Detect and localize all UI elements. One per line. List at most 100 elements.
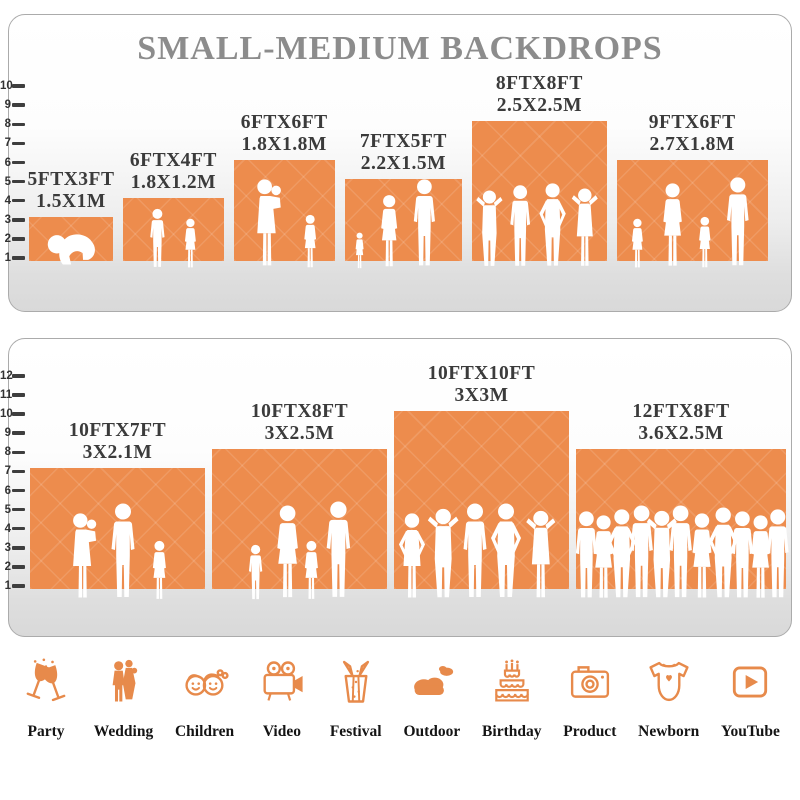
people-silhouette-girl (185, 218, 196, 268)
people-silhouette-child (249, 544, 263, 600)
outdoor-icon (413, 665, 453, 695)
axis-tick-label: 8 (4, 118, 11, 131)
size-m-label: 3X2.5M (264, 423, 335, 445)
youtube-icon (733, 666, 768, 698)
size-m-label: 1.5X1M (36, 190, 106, 212)
axis-tick (12, 179, 25, 184)
product-icon (570, 666, 609, 698)
people-silhouette-child (150, 208, 165, 267)
axis-tick (12, 565, 25, 569)
size-m-label: 3X2.1M (82, 442, 153, 464)
backdrop-size-block (123, 197, 224, 261)
people-silhouette-man (766, 509, 789, 598)
newborn-icon (649, 661, 689, 702)
axis-tick-label: 6 (4, 484, 11, 497)
children-icon (184, 669, 229, 696)
category-festival: Festival (330, 656, 382, 741)
axis-tick-label: 9 (4, 427, 11, 440)
axis-tick-label: 1 (4, 252, 11, 264)
wedding-icon (113, 659, 138, 702)
axis-tick (12, 218, 25, 222)
people-silhouette-woman (381, 195, 398, 267)
size-ft-label: 6FTX4FT (129, 149, 217, 171)
backdrop-size-block (212, 449, 387, 589)
category-label: Festival (329, 723, 382, 740)
size-ft-label: 9FTX6FT (648, 111, 736, 133)
axis-tick (12, 256, 25, 260)
category-label: Birthday (482, 723, 542, 740)
backdrop-size-label: 6FTX4FT 1.8X1.2M (130, 150, 217, 194)
axis-tick-label: 9 (4, 99, 11, 112)
category-label: Product (563, 723, 617, 740)
category-label: Party (27, 723, 65, 740)
people-silhouette-man (326, 501, 350, 597)
axis-tick (12, 546, 25, 550)
axis-tick-label: 4 (4, 522, 11, 535)
backdrop-size-label: 10FTX10FT 3X3M (428, 363, 535, 407)
axis-tick (12, 237, 25, 241)
page-title: SMALL-MEDIUM BACKDROPS (137, 30, 663, 67)
axis-tick (12, 122, 25, 127)
party-icon (24, 657, 68, 702)
axis-tick (12, 374, 25, 378)
axis-tick-label: 2 (4, 560, 11, 573)
people-silhouette-girl (304, 214, 317, 268)
people-silhouette-woman-up (526, 510, 556, 598)
size-ft-label: 12FTX8FT (632, 401, 730, 423)
category-outdoor: Outdoor (403, 656, 460, 741)
axis-tick (12, 526, 25, 531)
category-row: Party Wedding Children Video Festival Outdoor… (20, 656, 780, 741)
size-m-label: 2.7X1.8M (649, 133, 735, 155)
people-silhouette-man-up (476, 190, 503, 266)
axis-tick-label: 3 (4, 213, 11, 226)
axis-tick (12, 488, 25, 493)
size-m-label: 3X3M (454, 385, 509, 407)
axis-tick (12, 141, 25, 146)
people-silhouette-man (413, 179, 436, 266)
axis-tick-label: 1 (4, 580, 11, 592)
category-label: Children (174, 723, 235, 740)
people-silhouette-girl (699, 216, 711, 268)
people-silhouette-woman-up (572, 188, 599, 266)
axis-tick-label: 5 (4, 175, 11, 188)
size-ft-label: 7FTX5FT (359, 130, 447, 152)
category-children: Children (175, 656, 234, 741)
axis-tick-label: 12 (0, 369, 13, 382)
category-label: YouTube (721, 723, 780, 740)
axis-tick-label: 8 (4, 446, 11, 459)
axis-tick-label: 7 (4, 465, 11, 478)
axis-tick-label: 6 (4, 156, 11, 169)
people-silhouette-woman (663, 183, 682, 266)
axis-tick (12, 84, 25, 88)
axis-tick (12, 469, 25, 474)
category-party: Party (20, 656, 72, 741)
axis-tick (12, 198, 25, 203)
axis-tick (12, 393, 25, 397)
category-wedding: Wedding (94, 656, 153, 741)
axis-tick (12, 160, 25, 165)
people-silhouette-man (111, 503, 135, 597)
size-ft-label: 6FTX6FT (240, 111, 328, 133)
backdrop-size-block (344, 178, 463, 261)
backdrop-size-label: 10FTX7FT 3X2.1M (69, 420, 166, 464)
backdrop-size-label: 12FTX8FT 3.6X2.5M (632, 401, 729, 445)
backdrop-size-label: 8FTX8FT 2.5X2.5M (496, 73, 583, 117)
size-m-label: 2.5X2.5M (496, 95, 583, 117)
people-silhouette-man-hips (539, 183, 567, 266)
people-silhouette-man-hips (491, 503, 521, 597)
festival-icon (342, 660, 369, 703)
category-youtube: YouTube (721, 656, 780, 741)
axis-tick-label: 3 (4, 541, 11, 554)
axis-tick (12, 450, 25, 455)
axis-tick (12, 412, 25, 416)
backdrop-size-label: 6FTX6FT 1.8X1.8M (241, 112, 328, 156)
category-label: Outdoor (403, 723, 461, 740)
axis-tick-label: 10 (0, 80, 13, 93)
category-label: Wedding (93, 723, 154, 740)
backdrop-size-label: 7FTX5FT 2.2X1.5M (360, 131, 447, 175)
axis-tick (12, 103, 25, 107)
axis-tick-label: 11 (0, 389, 13, 401)
axis-tick-label: 2 (4, 232, 11, 245)
axis-tick-label: 4 (4, 194, 11, 207)
